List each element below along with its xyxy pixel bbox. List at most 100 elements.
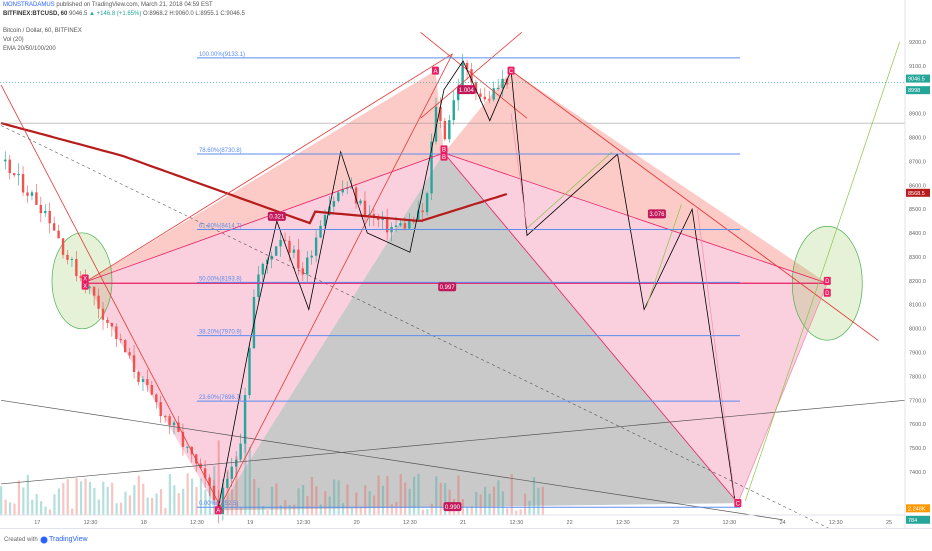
volume-bar [279,505,282,515]
chart-title[interactable]: Bitcoin / Dollar, 60, BITFINEX [3,28,82,34]
price-tick-label: 8200.0 [909,279,926,285]
price-tick-label: 8300.0 [909,255,926,261]
volume-bar [182,488,185,515]
volume-bar [239,507,243,515]
candle-body [261,263,265,275]
ema-200-line [0,122,508,225]
candle-body [448,120,451,140]
candle-body [186,446,189,448]
candle-body [363,200,367,217]
price-tick-label: 8400.0 [909,231,926,237]
volume-bar [230,489,234,515]
volume-bar [377,475,380,515]
pattern-point-marker [823,276,831,285]
volume-bar [79,481,83,515]
candle-body [297,249,300,269]
price-tick-label: 8800.0 [909,135,926,141]
volume-bar [155,493,158,515]
volume-bar [257,487,260,515]
price-tick-label: 9200.0 [909,40,926,46]
pattern-point-marker [823,288,831,297]
time-tick-label: 12:30 [297,520,311,526]
volume-bar [355,492,358,515]
price-tick-label: 9100.0 [909,64,926,70]
symbol[interactable]: BITFINEX:BTCUSD, 60 [3,11,68,17]
volume-bar [346,484,349,515]
volume-bar [88,481,92,515]
pattern-point-label: B [442,155,446,161]
volume-bar [102,481,105,515]
time-tick-label: 24 [779,520,785,526]
pattern-line-xa [84,53,453,283]
volume-bar [319,504,322,515]
volume-bar [262,505,265,515]
harmonic-pattern [51,70,863,511]
volume-legend[interactable]: Vol (20) [3,37,24,43]
price-tick-label: 8500.0 [909,207,926,213]
projection-zigzag [217,60,735,508]
candle-body [483,96,487,100]
cross-line-1 [420,32,528,119]
volume-bar [497,480,500,515]
volume-bar [168,474,171,515]
volume-bar [510,474,513,515]
candle-body [123,340,127,353]
footer-created: Created with [4,537,38,543]
candle-body [359,200,362,204]
candle-body [385,217,389,233]
fib-level-label: 100.00%(9133.1) [199,52,245,58]
volume-bar [333,479,336,515]
volume-bar [84,478,87,515]
volume-bar [408,488,411,515]
volume-bar [0,486,3,515]
time-tick-label: 21 [460,520,466,526]
volume-bar [248,446,251,515]
volume-bar [119,502,123,515]
candle-body [110,322,114,327]
volume-bar [186,473,189,515]
volume-bar [26,474,29,515]
price-chart[interactable]: 100.00%(9133.1) 78.60%(8730.8) 61.80%(8414… [0,0,932,528]
volume-bar [337,480,340,515]
time-tick-label: 12:30 [403,520,417,526]
candle-body [101,308,105,320]
candle-body [13,173,16,176]
volume-bar [528,500,531,515]
candle-body [115,326,118,340]
pattern-point-marker [734,499,742,508]
price-tag [906,86,930,95]
volume-bar [435,476,438,515]
volume-bar [484,486,487,515]
author-link[interactable]: MONSTRADAMUS [3,2,55,8]
pattern-point-label: D [825,291,830,297]
candle-body [412,221,415,223]
volume-bar [399,474,402,515]
price-tag-label: 2.248K [908,506,926,512]
volume-bar [199,478,203,515]
volume-bar [310,476,314,515]
dashed-trendline [0,125,829,528]
footer: Created with TradingView [0,528,932,551]
price-tick-label: 8100.0 [909,303,926,309]
volume-bar [373,495,376,515]
fib-level-label: 23.60%(7696.7) [199,395,242,401]
candle-body [75,259,78,277]
ratio-label: 1.004 [459,88,475,94]
footer-brand[interactable]: TradingView [49,536,88,543]
candle-body [274,246,278,256]
candle-body [230,466,233,479]
volume-bar [359,506,362,515]
ema-legend[interactable]: EMA 20/50/100/200 [3,46,56,52]
volume-bar [350,507,354,515]
volume-bar [390,504,393,515]
pattern-triangle-top-right [444,70,828,284]
volume-bar [444,483,447,515]
time-tick-label: 12:30 [190,520,204,526]
volume-bar [40,501,43,515]
volume-bar [421,509,425,515]
volume-bar [324,491,327,515]
candle-body [372,214,376,217]
volume-bar [146,497,149,515]
candle-body [257,274,260,297]
candle-body [474,82,478,94]
